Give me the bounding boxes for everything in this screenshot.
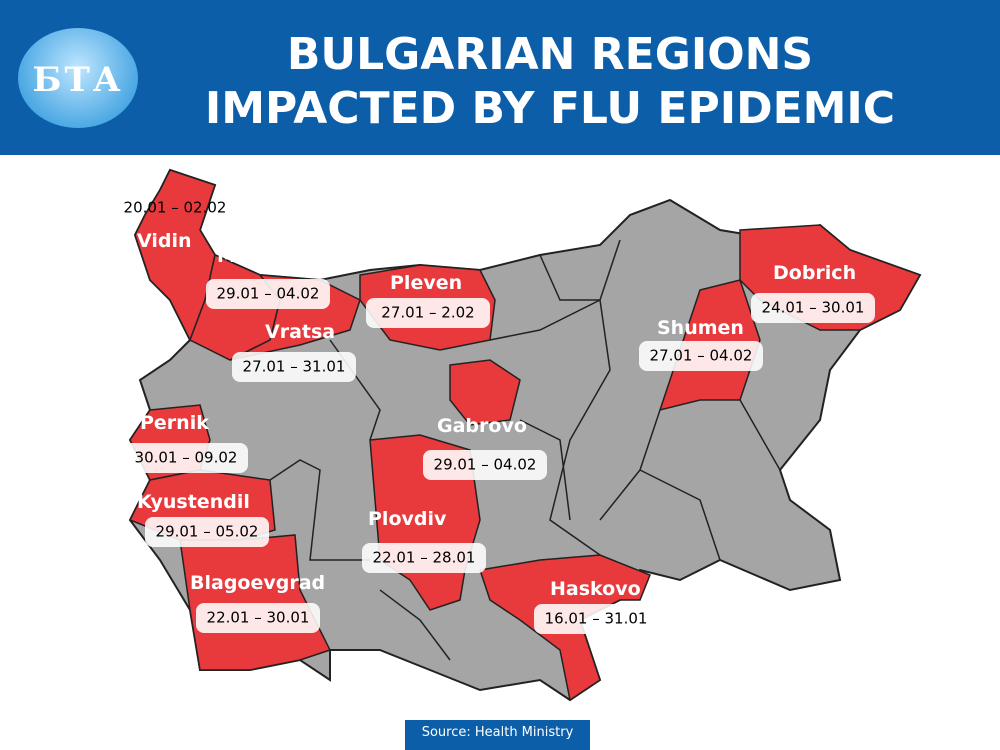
title: BULGARIAN REGIONS IMPACTED BY FLU EPIDEM…: [204, 29, 896, 134]
region-dates: 29.01 – 04.02: [217, 285, 320, 303]
source: Source: Health Ministry: [405, 720, 590, 750]
date-box: [639, 341, 763, 371]
region-name: Gabrovo: [437, 415, 527, 437]
date-box: [534, 604, 658, 634]
map: Vidin 20.01 – 02.02 Montana 29.01 – 04.02 Pl…: [124, 168, 922, 702]
date-box: [206, 279, 330, 309]
region-name: Dobrich: [773, 262, 856, 284]
region-name: Plovdiv: [368, 508, 447, 530]
region-name: Pernik: [140, 412, 209, 434]
logo-text: БТА: [32, 60, 124, 100]
region-shape: [134, 169, 216, 342]
region-dates: 22.01 – 30.01: [207, 609, 310, 627]
date-box: [196, 603, 320, 633]
date-box: [423, 450, 547, 480]
region-name: Blagoevgrad: [190, 572, 325, 594]
region-dates: 29.01 – 04.02: [434, 456, 537, 474]
region-dates: 29.01 – 05.02: [156, 523, 259, 541]
region-dates: 24.01 – 30.01: [762, 299, 865, 317]
region-shape: [449, 359, 521, 426]
region-dates: 27.01 – 31.01: [243, 358, 346, 376]
region-name: Vratsa: [265, 321, 335, 343]
region-dates: 16.01 – 31.01: [545, 610, 648, 628]
header: БТА BULGARIAN REGIONS IMPACTED BY FLU EP…: [0, 0, 1000, 155]
date-box: [124, 443, 248, 473]
region-name: Pleven: [390, 272, 462, 294]
date-box: [362, 543, 486, 573]
date-box: [232, 352, 356, 382]
region-dates: 27.01 – 2.02: [381, 304, 474, 322]
region-name: Montana: [217, 245, 311, 267]
date-box: [751, 293, 875, 323]
date-box: [366, 298, 490, 328]
region-name: Shumen: [657, 317, 744, 339]
logo: БТА: [18, 28, 138, 128]
date-box: [145, 517, 269, 547]
region-dates: 27.01 – 04.02: [650, 347, 753, 365]
region-name: Vidin: [137, 230, 192, 252]
region-name: Haskovo: [550, 578, 641, 600]
borders: [269, 239, 781, 661]
region-name: Kyustendil: [137, 491, 250, 513]
region-dates: 22.01 – 28.01: [373, 549, 476, 567]
region-dates: 20.01 – 02.02: [124, 199, 227, 217]
region-dates: 30.01 – 09.02: [135, 449, 238, 467]
